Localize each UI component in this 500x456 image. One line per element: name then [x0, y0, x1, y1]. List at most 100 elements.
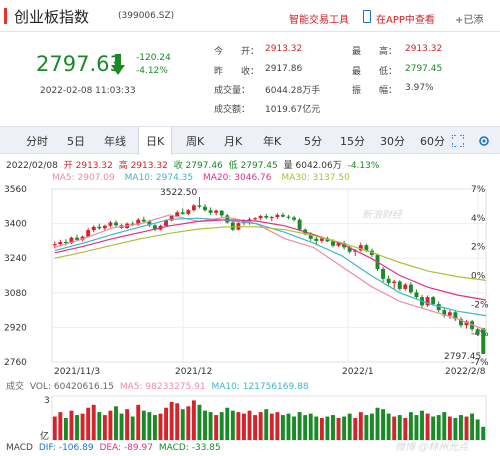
- candle-body: [331, 241, 335, 246]
- down-arrow-icon: [111, 54, 125, 75]
- volume-bar: [102, 415, 107, 440]
- volume-bar: [319, 418, 324, 440]
- x-axis-label: 2021/12: [175, 367, 212, 377]
- volume-bar: [80, 413, 85, 440]
- info-pct: -4.13%: [347, 161, 380, 171]
- tab-year-line[interactable]: 年线: [104, 135, 126, 148]
- volume-legend-vol: VOL: 60420616.15: [29, 382, 115, 392]
- candle-body: [397, 281, 402, 289]
- volume-bar: [431, 416, 436, 440]
- candle-body: [408, 284, 413, 293]
- settings-icon[interactable]: [478, 135, 490, 147]
- y-axis-label: 3080: [4, 289, 27, 299]
- volume-bar: [420, 410, 424, 440]
- smart-trade-link[interactable]: 智能交易工具: [289, 15, 349, 26]
- candle-body: [225, 215, 230, 223]
- high-label: 最 高：: [352, 47, 398, 57]
- candle-body: [75, 237, 79, 240]
- candle-body: [186, 210, 191, 214]
- candle-body: [414, 292, 419, 298]
- tab-weekly-k[interactable]: 周K: [186, 135, 205, 148]
- tab-30min[interactable]: 30分: [380, 135, 405, 148]
- max-price-annotation: 3522.50: [160, 188, 197, 198]
- ohlc-line: 2022/02/08 开 2913.32 高 2913.32 收 2797.46…: [6, 158, 382, 171]
- header-bar: 创业板指数 (399006.SZ) 智能交易工具 在APP中查看 +已添: [0, 0, 500, 32]
- volume-bar: [464, 416, 469, 440]
- candle-body: [347, 247, 352, 252]
- change-percent: -4.12%: [136, 66, 168, 76]
- candle-body: [147, 221, 152, 226]
- volume-bar: [375, 407, 380, 440]
- amplitude-value: 3.97%: [405, 83, 434, 93]
- ma5-legend: MA5: 2907.09: [52, 173, 115, 183]
- candle-body: [264, 216, 269, 218]
- volume-bar: [214, 415, 219, 440]
- candle-body: [230, 222, 235, 230]
- macd-legend-dea: DEA: -89.97: [99, 443, 153, 453]
- candle-body: [258, 216, 263, 219]
- candle-body: [102, 225, 107, 229]
- min-price-annotation: 2797.45: [444, 352, 481, 362]
- ma-line-ma30: [54, 226, 487, 281]
- candle-body: [152, 225, 157, 230]
- high-value: 2913.32: [405, 44, 443, 54]
- candle-body: [86, 230, 91, 237]
- open-in-app-link[interactable]: 在APP中查看: [376, 15, 435, 26]
- info-low: 低 2797.45: [228, 161, 278, 171]
- macd-legend-dif: DIF: -106.89: [38, 443, 94, 453]
- candle-body: [58, 241, 63, 245]
- prev-close-label: 昨 收：: [214, 67, 260, 77]
- tab-yearly-k[interactable]: 年K: [263, 135, 282, 148]
- tab-60min[interactable]: 60分: [420, 135, 445, 148]
- change-value: -120.24: [136, 53, 171, 63]
- volume-bar: [436, 415, 441, 440]
- candle-body: [136, 219, 141, 225]
- candle-body: [447, 312, 452, 316]
- info-high: 高 2913.32: [118, 161, 168, 171]
- add-watchlist-button[interactable]: +已添: [455, 15, 484, 26]
- candle-body: [392, 281, 397, 284]
- tab-monthly-k[interactable]: 月K: [224, 135, 243, 148]
- volume-bar: [386, 413, 391, 440]
- volume-bar: [392, 416, 397, 440]
- amplitude-label: 振 幅：: [352, 86, 398, 96]
- quote-timestamp: 2022-02-08 11:03:33: [40, 86, 136, 96]
- tab-5min[interactable]: 5分: [304, 135, 322, 148]
- tab-15min[interactable]: 15分: [340, 135, 365, 148]
- volume-bar: [158, 413, 163, 440]
- y-right-label: -7%: [471, 358, 489, 368]
- candle-body: [475, 329, 480, 334]
- y-right-label: 0%: [471, 272, 486, 282]
- y-axis-label: 3560: [4, 185, 27, 195]
- sina-watermark: 新浪财经: [362, 210, 402, 221]
- volume-bar: [369, 413, 374, 440]
- candle-body: [197, 205, 202, 207]
- candle-body: [219, 210, 224, 216]
- volume-legend: 成交 VOL: 60420616.15 MA5: 98233275.91 MA1…: [6, 379, 312, 392]
- tab-intraday[interactable]: 分时: [26, 135, 48, 148]
- y-right-label: 4%: [471, 214, 486, 224]
- tab-daily-k[interactable]: 日K: [138, 127, 173, 156]
- ma30-legend: MA30: 3137.50: [281, 173, 350, 183]
- candle-body: [292, 217, 296, 220]
- volume-bar: [58, 412, 63, 440]
- ma-line-ma5: [54, 214, 487, 331]
- candle-body: [319, 238, 324, 241]
- period-tabs: 分时 5日 年线 日K 周K 月K 年K 5分 15分 30分 60分: [0, 126, 500, 156]
- volume-bar: [314, 416, 319, 440]
- volume-bar: [225, 407, 230, 440]
- candle-body: [464, 321, 469, 326]
- candle-body: [175, 212, 180, 217]
- candle-body: [386, 278, 391, 284]
- volume-bar: [253, 415, 258, 440]
- candle-body: [52, 244, 57, 246]
- volume-bar: [119, 413, 124, 440]
- volume-bar: [175, 403, 180, 440]
- candle-body: [97, 226, 102, 229]
- tab-5day[interactable]: 5日: [67, 135, 85, 148]
- info-close: 收 2797.46: [173, 161, 223, 171]
- index-code: (399006.SZ): [118, 11, 175, 21]
- volume-bar: [403, 418, 408, 440]
- candle-body: [481, 328, 486, 354]
